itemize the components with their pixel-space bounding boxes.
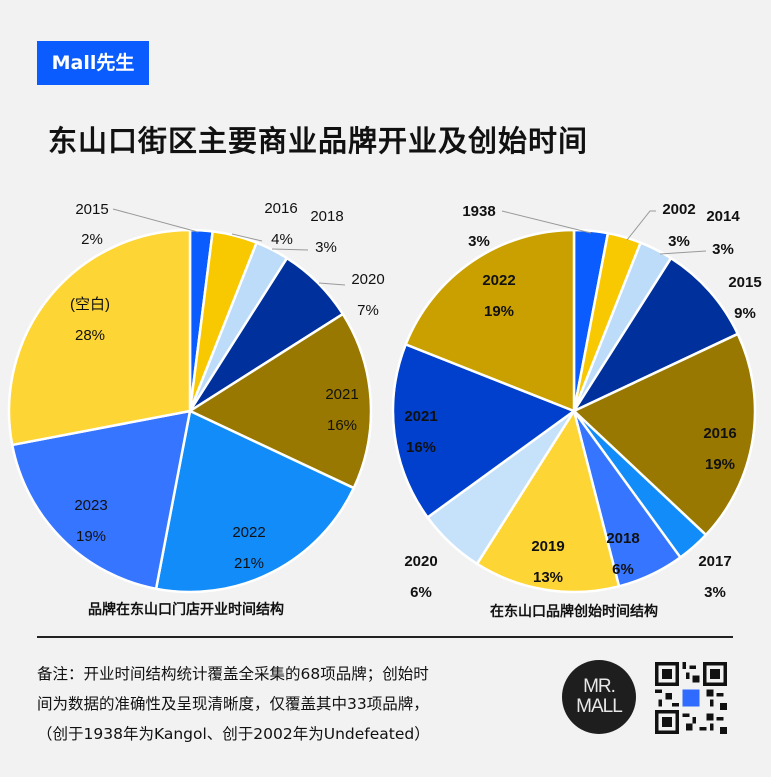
chart-caption-right: 在东山口品牌创始时间结构 <box>490 603 658 620</box>
slice-percent: 16% <box>406 439 436 456</box>
charts-area: 2015 2% 2016 4% 2018 3% 2020 7% 2021 16% 2022 21% 20… <box>7 200 762 620</box>
footnote-line: 备注：开业时间结构统计覆盖全采集的68项品牌；创始时 <box>37 665 429 683</box>
page-title: 东山口街区主要商业品牌开业及创始时间 <box>48 124 589 158</box>
slice-percent: 2% <box>81 231 103 248</box>
leader-line <box>271 248 309 251</box>
slice-label: 2015 <box>75 201 108 218</box>
qr-code-icon <box>655 662 727 734</box>
slice-label: 2002 <box>662 201 695 218</box>
slice-label: 2020 <box>404 553 437 570</box>
slice-percent: 21% <box>234 555 264 572</box>
leader-line <box>501 210 592 234</box>
slice-percent: 19% <box>705 456 735 473</box>
footnote: 备注：开业时间结构统计覆盖全采集的68项品牌；创始时 间为数据的准确性及呈现清晰… <box>37 659 557 749</box>
slice-percent: 19% <box>76 528 106 545</box>
slice-percent: 19% <box>484 303 514 320</box>
slice-percent: 3% <box>712 241 734 258</box>
footnote-line: （创于1938年为Kangol、创于2002年为Undefeated） <box>37 725 430 743</box>
slice-label: 2021 <box>404 408 437 425</box>
slice-label: 2019 <box>531 538 564 555</box>
slice-percent: 3% <box>668 233 690 250</box>
brand-badge: Mall先生 <box>37 41 149 85</box>
mr-mall-logo: MR. MALL <box>562 660 636 734</box>
slice-percent: 4% <box>271 231 293 248</box>
slice-label: (空白) <box>70 296 110 313</box>
slice-label: 2014 <box>706 208 740 225</box>
slice-label: 1938 <box>462 203 495 220</box>
leader-line <box>626 210 656 241</box>
slice-percent: 28% <box>75 327 105 344</box>
leader-line <box>231 233 263 242</box>
slice-label: 2018 <box>310 208 343 225</box>
slice-label: 2016 <box>264 200 297 217</box>
leader-line <box>112 208 199 233</box>
slice-percent: 6% <box>612 561 634 578</box>
slice-label: 2021 <box>325 386 358 403</box>
slice-label: 2022 <box>482 272 515 289</box>
slice-percent: 7% <box>357 302 379 319</box>
slice-label: 2020 <box>351 271 384 288</box>
pie-outline <box>392 229 756 593</box>
chart-caption-left: 品牌在东山口门店开业时间结构 <box>88 601 284 618</box>
footnote-line: 间为数据的准确性及呈现清晰度，仅覆盖其中33项品牌， <box>37 695 429 713</box>
slice-label: 2015 <box>728 274 761 291</box>
slice-label: 2018 <box>606 530 639 547</box>
slice-label: 2023 <box>74 497 107 514</box>
slice-percent: 16% <box>327 417 357 434</box>
pie-chart-founding-time: 1938 3% 2002 3% 2014 3% 2015 9% 2016 19% 2017 3% 201… <box>391 201 762 601</box>
divider <box>37 636 733 638</box>
logo-text: MR. <box>583 676 616 697</box>
slice-percent: 6% <box>410 584 432 601</box>
slice-percent: 13% <box>533 569 563 586</box>
pie-chart-opening-time: 2015 2% 2016 4% 2018 3% 2020 7% 2021 16% 2022 21% 20… <box>7 200 385 594</box>
slice-label: 2016 <box>703 425 736 442</box>
slice-percent: 9% <box>734 305 756 322</box>
slice-percent: 3% <box>315 239 337 256</box>
logo-text: MALL <box>576 696 623 717</box>
leader-line <box>318 282 346 286</box>
slice-label: 2022 <box>232 524 265 541</box>
slice-label: 2017 <box>698 553 731 570</box>
leader-line <box>659 250 707 255</box>
slice-percent: 3% <box>704 584 726 601</box>
slice-percent: 3% <box>468 233 490 250</box>
